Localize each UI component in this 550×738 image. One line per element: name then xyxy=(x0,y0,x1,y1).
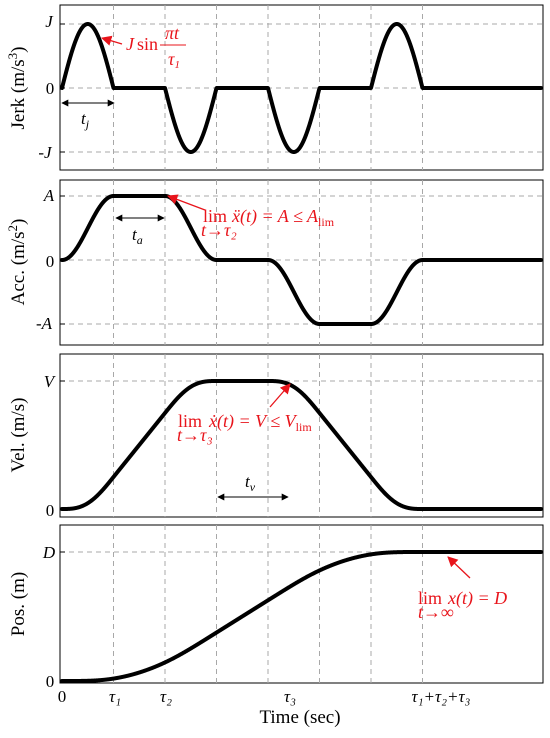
vel-grid xyxy=(60,354,543,517)
jerk-ytick-0: 0 xyxy=(46,79,55,98)
pos-annotation: lim t→∞ x(t) = D xyxy=(418,556,507,622)
x-axis: 0 τ₁ τ₂ τ₃ τ₁+τ₂+τ₃ Time (sec) xyxy=(58,687,471,728)
jerk-annotation-frac-num: πt xyxy=(165,23,180,43)
pos-curve xyxy=(60,550,543,683)
xtick-tau3: τ₃ xyxy=(284,687,296,706)
vel-annotation-lim: lim xyxy=(178,411,202,431)
acc-annotation: lim t→τ₂ ẍ(t) = A ≤ Alim xyxy=(167,194,335,240)
acc-annotation-expr-sub: lim xyxy=(318,215,335,229)
acc-ytick-A: A xyxy=(43,186,55,205)
vel-ytick-0: 0 xyxy=(46,501,55,520)
acc-y-axis-label: Acc. (m/s2) xyxy=(5,219,30,306)
acc-interval-ta: ta xyxy=(115,214,165,247)
jerk-ytick-J: J xyxy=(45,12,54,31)
pos-annotation-lim: lim xyxy=(418,588,442,608)
pos-y-axis-label: Pos. (m) xyxy=(8,572,29,636)
jerk-curve xyxy=(60,22,543,154)
vel-interval-tv: tv xyxy=(217,472,289,501)
acc-annotation-lim-sub: t→τ₂ xyxy=(201,220,237,240)
acc-annotation-lim: lim xyxy=(203,206,227,226)
vel-frame xyxy=(59,353,544,518)
pos-ytick-D: D xyxy=(42,543,56,562)
jerk-y-axis-label: Jerk (m/s3) xyxy=(5,46,30,129)
jerk-grid xyxy=(60,5,543,170)
x-axis-label: Time (sec) xyxy=(259,707,340,728)
jerk-annotation-frac-den-sub: 1 xyxy=(174,59,180,71)
svg-text:ẍ(t) = A ≤ Alim: ẍ(t) = A ≤ Alim xyxy=(231,206,335,229)
vel-annotation-expr-sub: lim xyxy=(296,420,313,434)
acc-annotation-arrow xyxy=(167,194,206,211)
vel-panel: Vel. (m/s) V 0 lim t→τ₃ ẋ(t) = V ≤ Vlim … xyxy=(8,353,544,520)
svg-text:tv: tv xyxy=(245,472,256,494)
pos-annotation-lim-sub: t→∞ xyxy=(418,602,454,622)
svg-text:ẋ(t) = V ≤ Vlim: ẋ(t) = V ≤ Vlim xyxy=(208,411,312,434)
svg-text:ta: ta xyxy=(132,225,143,247)
vel-ytick-V: V xyxy=(44,372,57,391)
pos-panel: Pos. (m) D 0 lim t→∞ x(t) = D xyxy=(8,524,544,691)
vel-annotation-arrow xyxy=(269,383,291,408)
svg-text:τ1: τ1 xyxy=(168,49,180,71)
xtick-tau1: τ₁ xyxy=(109,687,121,706)
acc-annotation-expr: ẍ(t) = A ≤ A xyxy=(231,206,319,227)
xtick-tau2: τ₂ xyxy=(160,687,172,706)
vel-annotation-lim-sub: t→τ₃ xyxy=(177,425,213,445)
acc-grid xyxy=(60,180,543,345)
vel-curve xyxy=(60,379,543,512)
jerk-annotation-frac-den: τ xyxy=(168,49,175,69)
jerk-ytick-negJ: -J xyxy=(38,143,53,162)
vel-interval-sub: v xyxy=(250,480,256,494)
svg-text:tj: tj xyxy=(81,109,90,131)
pos-annotation-arrow xyxy=(447,556,471,579)
jerk-annotation-sin: sin xyxy=(137,34,158,54)
pos-annotation-expr: x(t) = D xyxy=(447,588,507,609)
vel-y-axis-label: Vel. (m/s) xyxy=(8,398,29,473)
acc-interval-sub: a xyxy=(137,233,143,247)
acc-frame xyxy=(59,179,544,346)
vel-annotation-expr: ẋ(t) = V ≤ V xyxy=(208,411,298,432)
acc-ytick-0: 0 xyxy=(46,252,55,271)
jerk-interval-label: t xyxy=(81,109,87,128)
acc-interval-label: t xyxy=(132,225,138,244)
jerk-annotation-J: J xyxy=(126,34,135,54)
acc-panel: Acc. (m/s2) A 0 -A lim t→τ₂ ẍ(t) = A ≤ A… xyxy=(5,179,544,346)
jerk-interval-tj: tj xyxy=(61,99,115,131)
pos-frame xyxy=(59,524,544,684)
xtick-0: 0 xyxy=(58,687,67,706)
vel-annotation: lim t→τ₃ ẋ(t) = V ≤ Vlim xyxy=(177,383,312,445)
pos-ytick-0: 0 xyxy=(46,672,55,691)
vel-interval-label: t xyxy=(245,472,251,491)
jerk-annotation-arrow xyxy=(101,35,123,46)
acc-ytick-negA: -A xyxy=(36,314,53,333)
xtick-tau-sum: τ₁+τ₂+τ₃ xyxy=(412,687,471,706)
jerk-interval-sub: j xyxy=(84,117,90,131)
acc-curve xyxy=(60,194,543,326)
